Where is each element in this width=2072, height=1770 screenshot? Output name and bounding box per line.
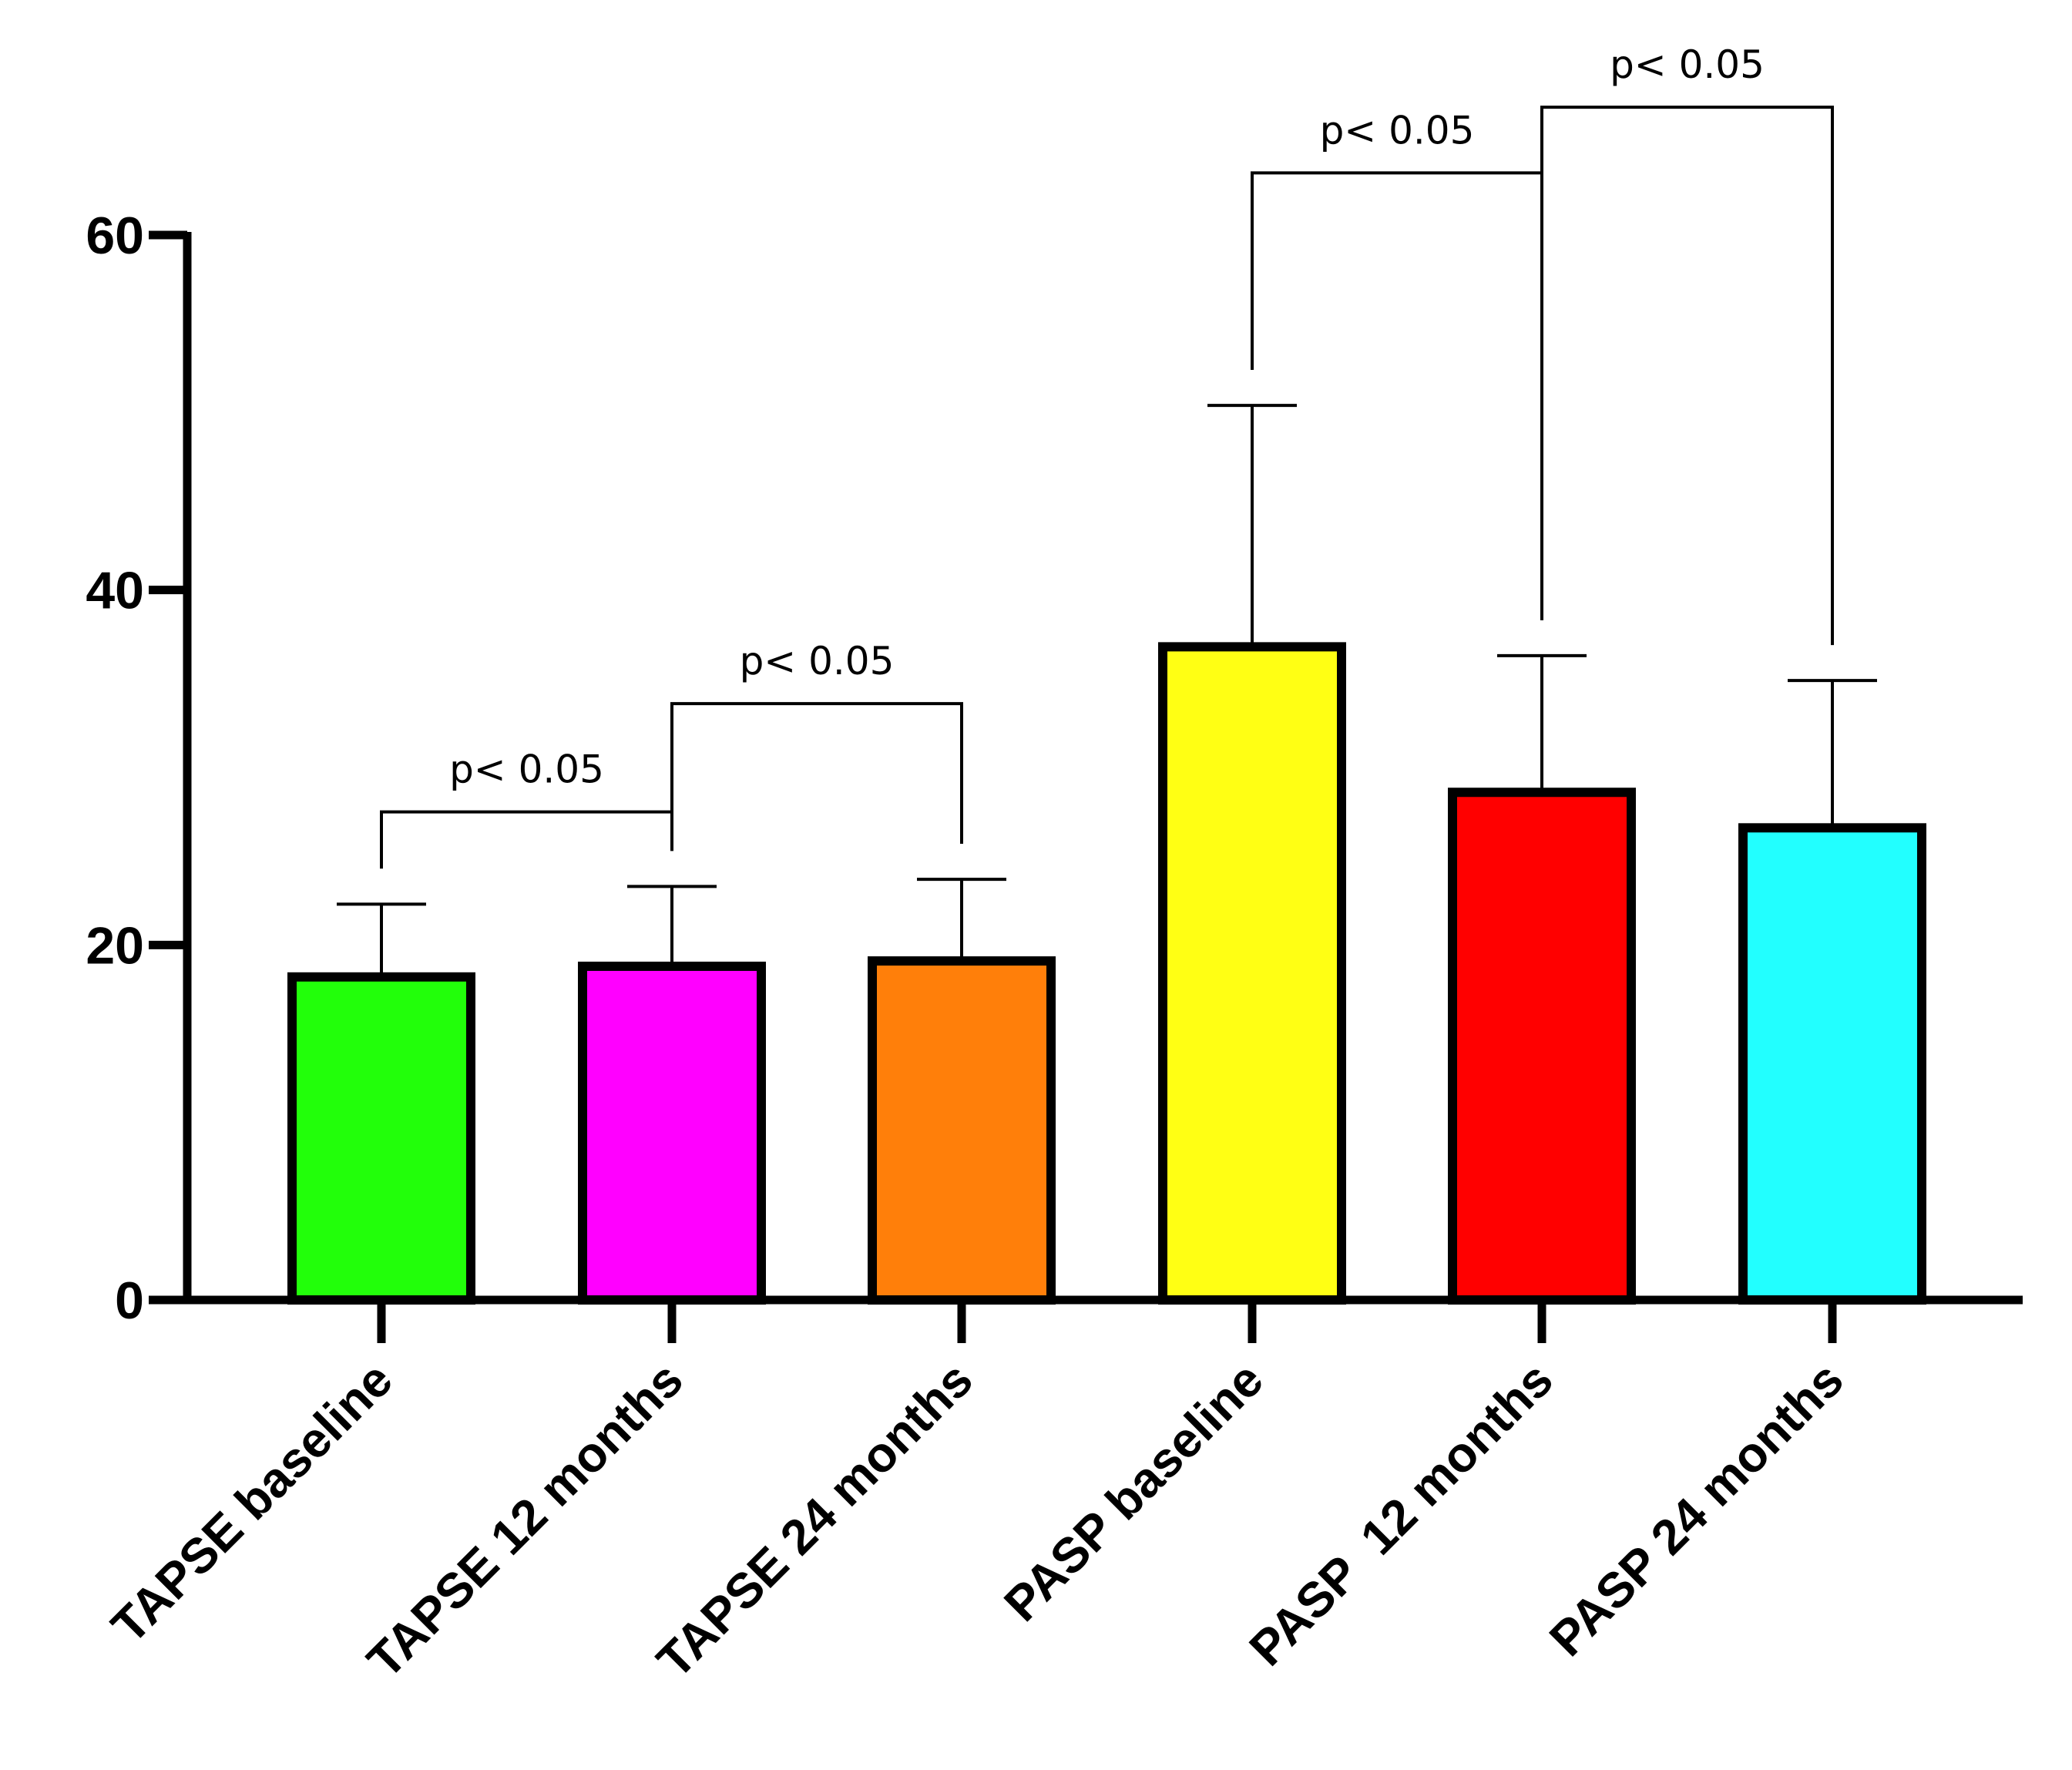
bar <box>1738 823 1926 1305</box>
significance-label: p< 0.05 <box>740 639 895 683</box>
error-bars <box>337 404 1877 977</box>
significance-bracket <box>670 702 963 851</box>
y-tick-label: 60 <box>86 207 144 265</box>
bar <box>868 956 1056 1305</box>
category-label: TAPSE 12 months <box>357 1352 693 1688</box>
category-label: TAPSE baseline <box>101 1352 403 1654</box>
category-label: PASP baseline <box>993 1352 1274 1632</box>
y-tick-label: 20 <box>86 916 144 975</box>
bar <box>1448 788 1636 1305</box>
significance-label: p< 0.05 <box>449 747 604 792</box>
significance-bracket <box>1251 171 1543 620</box>
y-tick-label: 40 <box>86 562 144 620</box>
significance-bracket <box>380 810 673 869</box>
bar <box>1158 642 1346 1305</box>
category-label: PASP 12 months <box>1238 1352 1563 1676</box>
bar <box>578 961 766 1305</box>
significance-label: p< 0.05 <box>1610 42 1765 87</box>
significance-bracket <box>1540 106 1834 646</box>
y-tick-label: 0 <box>115 1271 144 1330</box>
significance-brackets: p< 0.05 p< 0.05 p< 0.05 p< 0.05 <box>380 42 1834 869</box>
axes: 0 20 40 60 <box>86 207 2023 1343</box>
category-label: TAPSE 24 months <box>646 1352 983 1688</box>
category-label: PASP 24 months <box>1539 1352 1854 1667</box>
bar <box>287 972 475 1305</box>
significance-label: p< 0.05 <box>1320 108 1475 153</box>
bars <box>287 642 1926 1305</box>
